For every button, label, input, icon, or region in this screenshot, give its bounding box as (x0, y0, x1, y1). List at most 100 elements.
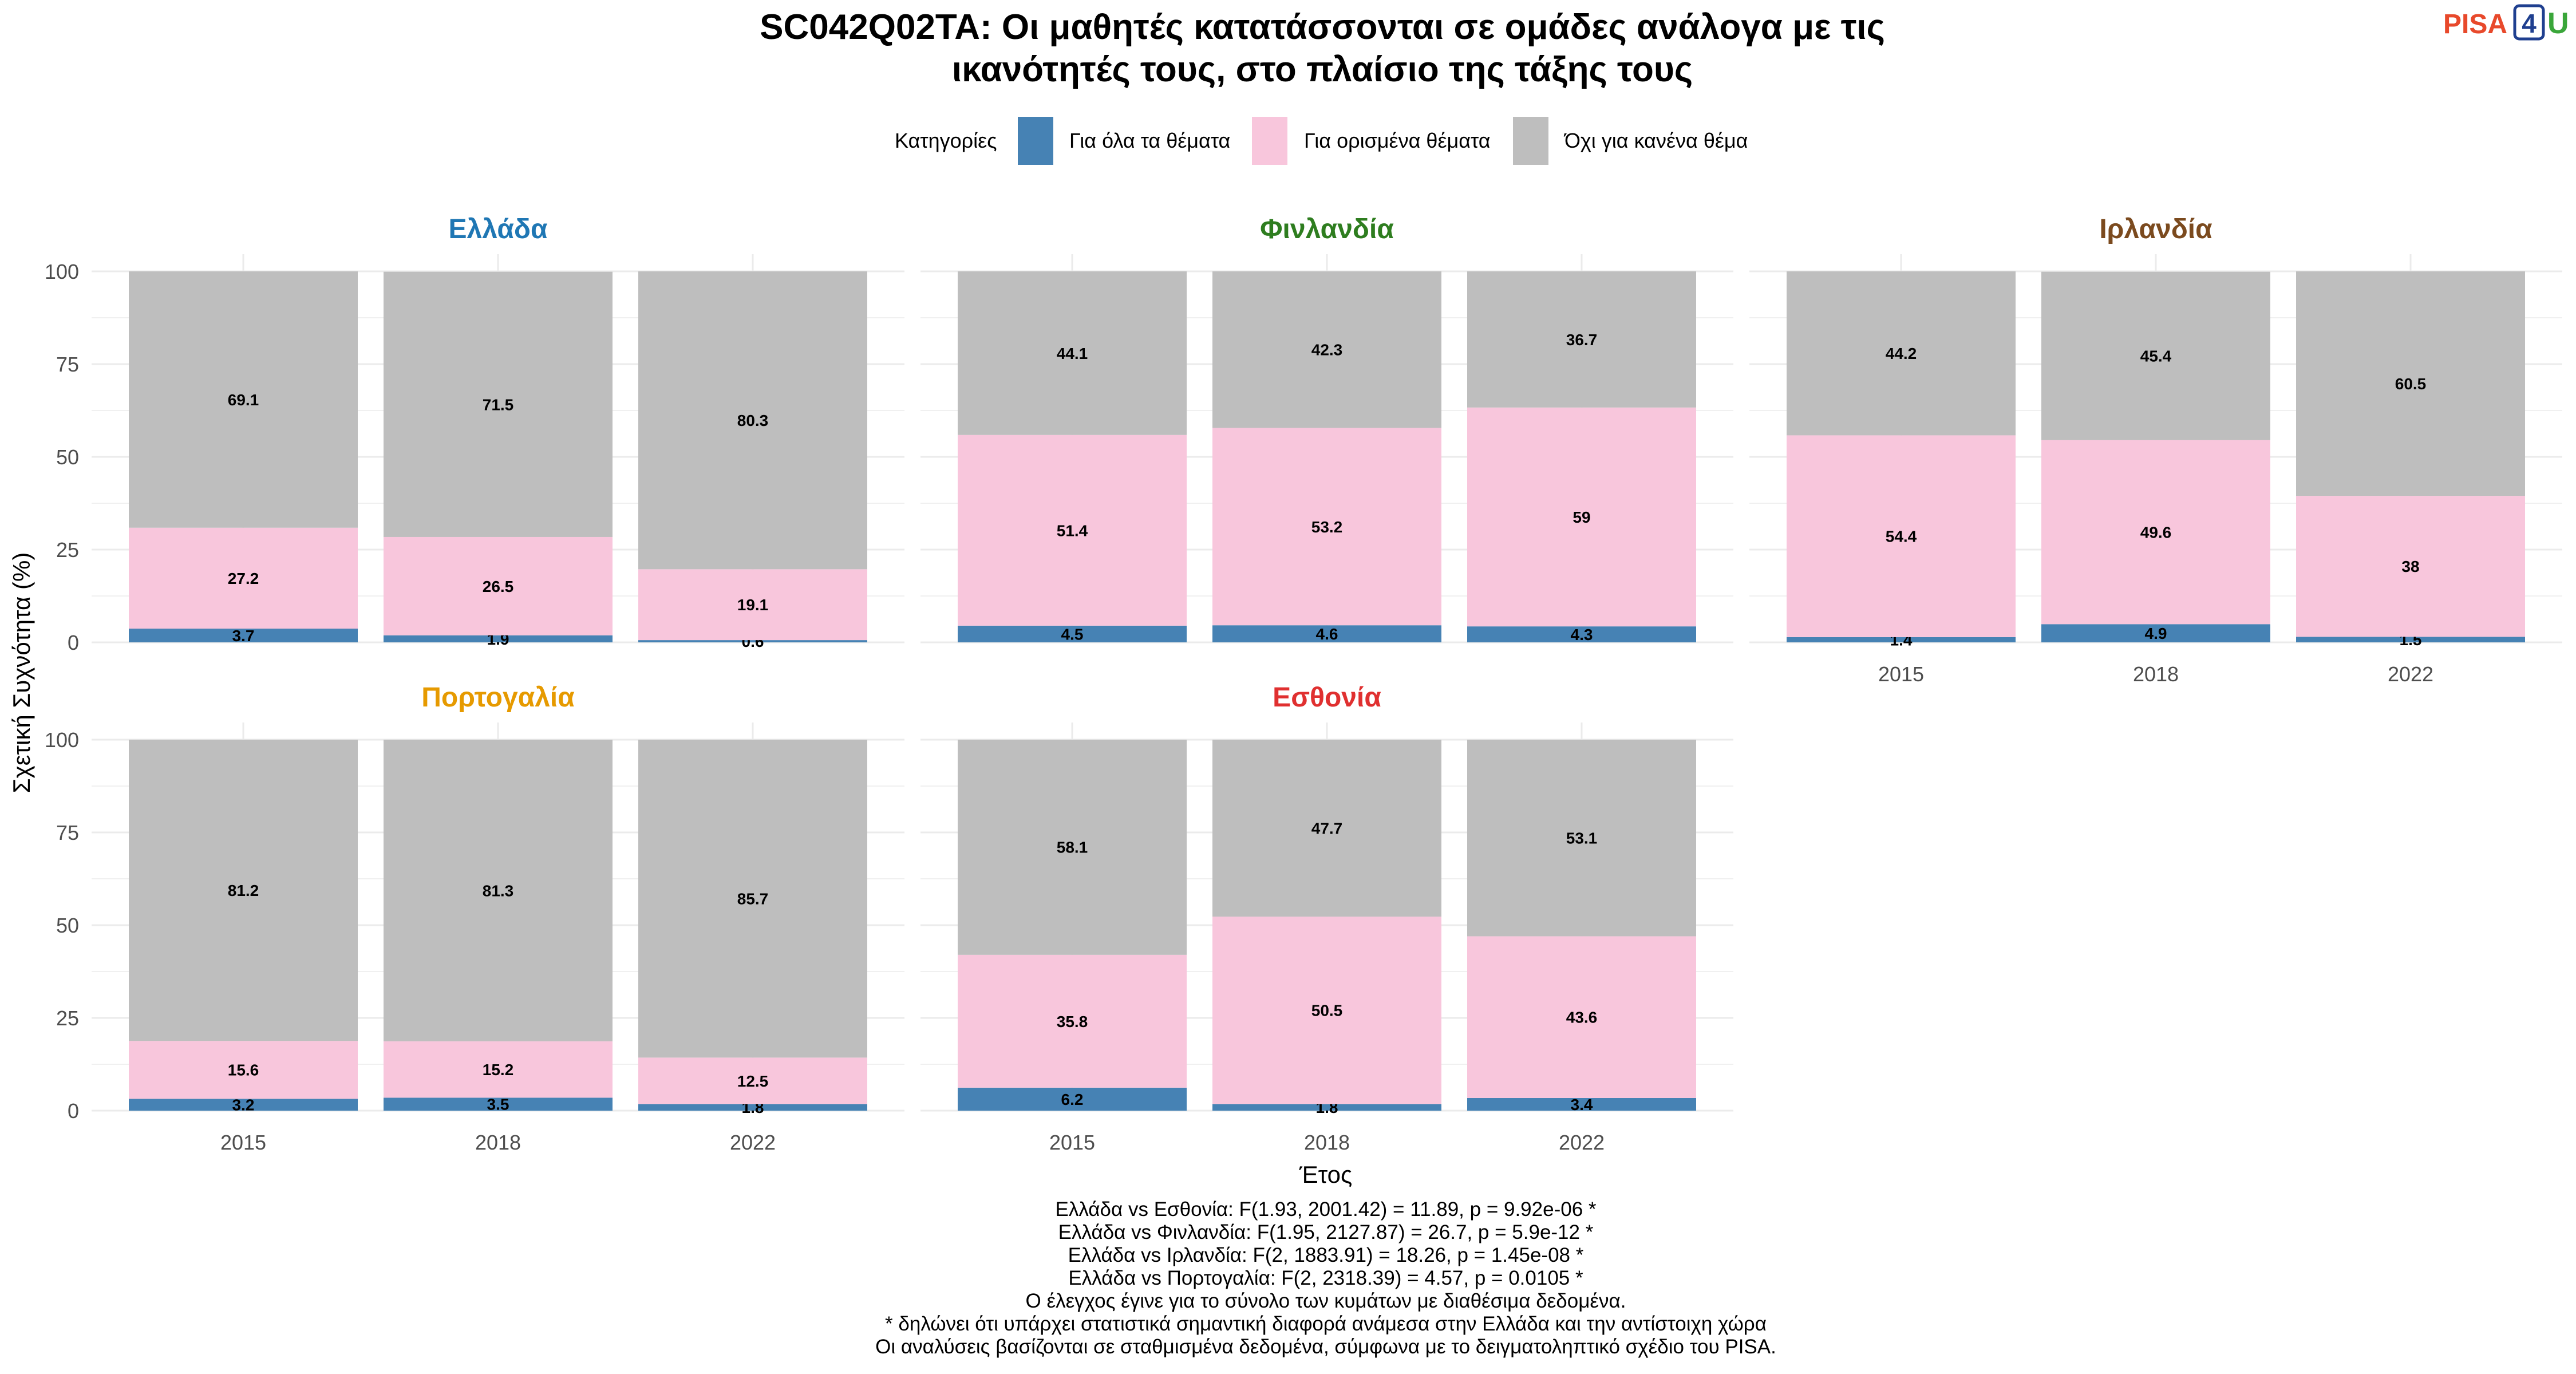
x-tick-label: 2015 (1878, 662, 1924, 686)
footnotes: Ελλάδα vs Εσθονία: F(1.93, 2001.42) = 11… (875, 1198, 1776, 1358)
data-label: 53.2 (1311, 518, 1343, 536)
data-label: 35.8 (1057, 1013, 1088, 1030)
x-tick-label: 2015 (1049, 1131, 1095, 1154)
bar-segment (384, 740, 613, 1041)
bar-segment (1212, 625, 1441, 642)
data-label: 60.5 (2395, 375, 2427, 393)
bar-segment (1212, 917, 1441, 1104)
y-tick-label: 100 (45, 728, 79, 752)
bar-segment (1787, 271, 2016, 436)
bar-segment (129, 527, 358, 629)
panel-4: Πορτογαλία 0 25 50 75 100 3.2 15.6 81.2 2015 3.5 15… (45, 682, 904, 1154)
panel-title: Εσθονία (1273, 682, 1381, 713)
bar-segment (1787, 637, 2016, 642)
bar-segment (384, 635, 613, 642)
legend-swatch-some (1252, 117, 1287, 165)
bar-segment (958, 740, 1187, 955)
bar-segment (958, 271, 1187, 435)
bar-segment (638, 1104, 867, 1111)
data-label: 4.6 (1316, 625, 1338, 643)
footnote-line: Ελλάδα vs Φινλανδία: F(1.95, 2127.87) = … (1058, 1221, 1594, 1243)
data-label: 19.1 (737, 596, 769, 614)
bar-segment (638, 271, 867, 570)
y-tick-label: 25 (56, 538, 79, 562)
y-tick-label: 50 (56, 914, 79, 937)
data-label: 6.2 (1061, 1091, 1084, 1108)
panel-5: Εσθονία6.235.858.120151.850.547.720183.4… (920, 682, 1733, 1154)
bar-segment (2296, 637, 2525, 642)
data-label: 42.3 (1311, 341, 1343, 358)
bar-segment (638, 569, 867, 641)
bar-segment (384, 1041, 613, 1098)
logo-pisa: PISA (2443, 9, 2507, 40)
data-label: 58.1 (1057, 839, 1088, 856)
data-label: 45.4 (2140, 348, 2172, 365)
data-label: 59 (1573, 508, 1590, 526)
logo: PISA 4 U (2443, 4, 2569, 41)
data-label: 15.6 (228, 1061, 259, 1079)
bar-segment (1467, 1097, 1696, 1111)
bar-segment (1212, 1104, 1441, 1111)
footnote-line: Ελλάδα vs Πορτογαλία: F(2, 2318.39) = 4.… (1068, 1267, 1583, 1289)
bar-segment (958, 1087, 1187, 1111)
panel-2: Φινλανδία 4.5 51.4 44.1 4.6 53.2 42.3 4.3 59 36.7 (920, 214, 1733, 643)
bar-segment (958, 954, 1187, 1088)
y-tick-label: 0 (68, 1099, 79, 1123)
x-tick-label: 2015 (220, 1131, 266, 1154)
panels: Ελλάδα02550751003.727.269.11.926.571.50.… (45, 214, 2562, 1154)
data-label: 49.6 (2140, 524, 2172, 542)
footnote-line: Ο έλεγχος έγινε για το σύνολο των κυμάτω… (1026, 1290, 1626, 1312)
footnote-line: * δηλώνει ότι υπάρχει στατιστικά σημαντι… (885, 1313, 1767, 1335)
x-tick-label: 2018 (1304, 1131, 1350, 1154)
data-label: 36.7 (1566, 331, 1598, 349)
x-tick-label: 2018 (2133, 662, 2179, 686)
x-tick-label: 2022 (2388, 662, 2433, 686)
data-label: 69.1 (228, 391, 259, 409)
data-label: 3.4 (1571, 1096, 1593, 1114)
data-label: 71.5 (483, 396, 514, 413)
data-label: 80.3 (737, 412, 769, 429)
legend-title: Κατηγορίες (895, 129, 997, 152)
data-label: 3.2 (232, 1096, 255, 1114)
data-label: 81.2 (228, 882, 259, 899)
bar-segment (1467, 740, 1696, 937)
data-label: 50.5 (1311, 1002, 1343, 1020)
bar-segment (2041, 440, 2270, 625)
bar-segment (384, 536, 613, 635)
chart-title-line1: SC042Q02TA: Οι μαθητές κατατάσσονται σε … (760, 7, 1885, 47)
logo-digit: 4 (2522, 9, 2537, 38)
data-label: 4.9 (2145, 625, 2167, 642)
bar-segment (384, 1097, 613, 1111)
bar-segment (129, 1099, 358, 1111)
panel-title: Φινλανδία (1260, 214, 1394, 244)
bar-segment (2296, 271, 2525, 496)
y-tick-label: 100 (45, 260, 79, 283)
bar-segment (638, 640, 867, 642)
data-label: 44.1 (1057, 345, 1088, 362)
data-label: 53.1 (1566, 829, 1598, 847)
legend-swatch-none (1513, 117, 1548, 165)
bar-segment (1467, 626, 1696, 642)
data-label: 44.2 (1886, 345, 1917, 362)
y-tick-label: 50 (56, 445, 79, 469)
data-label: 4.3 (1571, 626, 1593, 643)
panel-1: Ελλάδα02550751003.727.269.11.926.571.50.… (45, 214, 904, 654)
y-tick-label: 0 (68, 631, 79, 654)
bar-segment (638, 1057, 867, 1104)
bar-segment (129, 740, 358, 1041)
footnote-line: Ελλάδα vs Εσθονία: F(1.93, 2001.42) = 11… (1055, 1198, 1596, 1221)
data-label: 85.7 (737, 890, 769, 908)
x-tick-label: 2022 (730, 1131, 776, 1154)
bar-segment (384, 271, 613, 537)
data-label: 3.5 (487, 1096, 509, 1114)
logo-u: U (2547, 7, 2569, 40)
bar-segment (1212, 271, 1441, 428)
bar-segment (2041, 624, 2270, 642)
bar-segment (1212, 428, 1441, 626)
y-tick-label: 25 (56, 1006, 79, 1030)
data-label: 54.4 (1886, 528, 1917, 546)
bar-segment (2296, 496, 2525, 637)
data-label: 12.5 (737, 1072, 769, 1090)
chart-title-line2: ικανότητές τους, στο πλαίσιο της τάξης τ… (952, 50, 1693, 89)
